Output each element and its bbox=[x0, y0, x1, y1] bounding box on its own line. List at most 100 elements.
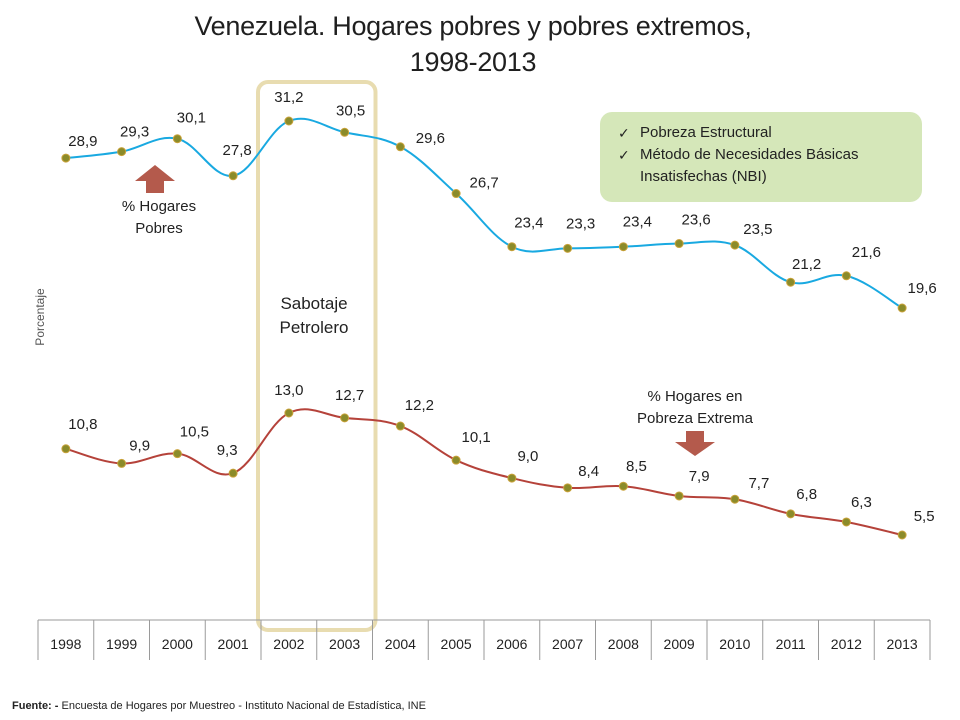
data-point-extrema bbox=[172, 449, 182, 459]
data-point-extrema bbox=[618, 481, 628, 491]
data-label-extrema: 9,9 bbox=[129, 437, 150, 454]
legend-item-label: Método de Necesidades Básicas Insatisfec… bbox=[640, 146, 859, 185]
data-point-pobres bbox=[841, 271, 851, 281]
data-label-extrema: 10,5 bbox=[180, 424, 209, 441]
legend-box: ✓ Pobreza Estructural ✓ Método de Necesi… bbox=[600, 112, 922, 202]
data-label-pobres: 23,4 bbox=[623, 214, 652, 231]
x-tick-label: 2012 bbox=[831, 636, 862, 652]
data-point-pobres bbox=[563, 243, 573, 253]
data-label-pobres: 30,1 bbox=[177, 110, 206, 127]
x-tick-label: 2013 bbox=[887, 636, 918, 652]
chart-title-line1: Venezuela. Hogares pobres y pobres extre… bbox=[194, 11, 752, 41]
x-tick-label: 2010 bbox=[719, 636, 750, 652]
data-point-extrema bbox=[117, 458, 127, 468]
x-tick-label: 2000 bbox=[162, 636, 193, 652]
data-point-pobres bbox=[730, 240, 740, 250]
x-tick-label: 2005 bbox=[441, 636, 472, 652]
data-point-extrema bbox=[674, 491, 684, 501]
annotation-line: Pobreza Extrema bbox=[637, 410, 753, 427]
data-label-pobres: 31,2 bbox=[274, 89, 303, 106]
annotation-pobreza-extrema: % Hogares en Pobreza Extrema bbox=[610, 386, 780, 430]
data-label-pobres: 26,7 bbox=[470, 175, 499, 192]
x-tick-label: 2008 bbox=[608, 636, 639, 652]
data-label-pobres: 23,5 bbox=[743, 221, 772, 238]
arrow-up-icon bbox=[135, 165, 175, 193]
legend-item: ✓ Método de Necesidades Básicas Insatisf… bbox=[618, 144, 912, 188]
data-label-extrema: 5,5 bbox=[914, 508, 935, 525]
data-point-pobres bbox=[340, 127, 350, 137]
data-point-pobres bbox=[395, 142, 405, 152]
data-label-extrema: 13,0 bbox=[274, 382, 303, 399]
chart-title-line2: 1998-2013 bbox=[409, 47, 537, 77]
data-label-extrema: 8,5 bbox=[626, 458, 647, 475]
data-point-pobres bbox=[618, 242, 628, 252]
data-point-extrema bbox=[228, 468, 238, 478]
annotation-line: Sabotaje bbox=[280, 294, 348, 313]
data-point-pobres bbox=[228, 171, 238, 181]
data-point-extrema bbox=[395, 421, 405, 431]
data-label-pobres: 29,6 bbox=[416, 130, 445, 147]
series-line-pobres bbox=[65, 117, 903, 309]
data-label-pobres: 21,2 bbox=[792, 256, 821, 273]
data-label-extrema: 12,2 bbox=[405, 397, 434, 414]
data-point-pobres bbox=[897, 303, 907, 313]
annotation-line: Petrolero bbox=[279, 318, 349, 337]
data-point-pobres bbox=[451, 189, 461, 199]
data-point-extrema bbox=[563, 483, 573, 493]
data-label-pobres: 23,6 bbox=[682, 212, 711, 229]
highlight-band bbox=[256, 80, 378, 632]
data-label-extrema: 7,9 bbox=[689, 468, 710, 485]
data-label-extrema: 9,0 bbox=[517, 448, 538, 465]
data-point-pobres bbox=[284, 116, 294, 126]
annotation-sabotaje-petrolero: Sabotaje Petrolero bbox=[262, 292, 366, 340]
x-tick-label: 2002 bbox=[273, 636, 304, 652]
data-point-extrema bbox=[786, 509, 796, 519]
data-point-extrema bbox=[507, 473, 517, 483]
x-tick-label: 1998 bbox=[50, 636, 81, 652]
data-label-pobres: 23,3 bbox=[566, 215, 595, 232]
data-point-pobres bbox=[507, 242, 517, 252]
chart-title: Venezuela. Hogares pobres y pobres extre… bbox=[0, 8, 946, 80]
data-label-pobres: 29,3 bbox=[120, 124, 149, 141]
source-note: Fuente: - Encuesta de Hogares por Muestr… bbox=[12, 700, 426, 712]
data-point-extrema bbox=[451, 455, 461, 465]
x-tick-label: 2006 bbox=[496, 636, 527, 652]
source-prefix: Fuente: - bbox=[12, 700, 59, 712]
data-point-extrema bbox=[730, 494, 740, 504]
legend-item: ✓ Pobreza Estructural bbox=[618, 122, 912, 144]
annotation-line: % Hogares bbox=[121, 198, 197, 215]
x-tick-label: 2001 bbox=[218, 636, 249, 652]
data-label-pobres: 28,9 bbox=[68, 133, 97, 150]
source-text: Encuesta de Hogares por Muestreo - Insti… bbox=[58, 700, 426, 712]
data-point-pobres bbox=[786, 277, 796, 287]
check-icon: ✓ bbox=[618, 125, 630, 141]
x-tick-label: 1999 bbox=[106, 636, 137, 652]
data-point-extrema bbox=[897, 530, 907, 540]
x-tick-label: 2011 bbox=[776, 636, 806, 652]
x-tick-label: 2007 bbox=[552, 636, 583, 652]
data-label-extrema: 6,3 bbox=[851, 494, 872, 511]
data-point-pobres bbox=[674, 239, 684, 249]
annotation-line: Pobres bbox=[135, 220, 183, 237]
legend-item-label: Pobreza Estructural bbox=[640, 124, 772, 141]
series-line-extrema bbox=[65, 408, 903, 536]
data-label-extrema: 10,1 bbox=[462, 429, 491, 446]
data-label-extrema: 7,7 bbox=[748, 475, 769, 492]
data-label-extrema: 12,7 bbox=[335, 387, 364, 404]
data-label-pobres: 21,6 bbox=[852, 244, 881, 261]
x-tick-label: 2009 bbox=[664, 636, 695, 652]
data-label-extrema: 10,8 bbox=[68, 416, 97, 433]
data-label-pobres: 23,4 bbox=[514, 215, 543, 232]
data-label-pobres: 19,6 bbox=[908, 280, 937, 297]
data-label-extrema: 6,8 bbox=[796, 486, 817, 503]
data-point-extrema bbox=[284, 408, 294, 418]
arrow-down-icon bbox=[675, 431, 715, 456]
data-label-extrema: 8,4 bbox=[578, 463, 599, 480]
data-point-extrema bbox=[841, 517, 851, 527]
data-point-extrema bbox=[340, 413, 350, 423]
x-tick-label: 2004 bbox=[385, 636, 416, 652]
annotation-line: % Hogares en bbox=[647, 388, 743, 405]
data-point-pobres bbox=[61, 153, 71, 163]
